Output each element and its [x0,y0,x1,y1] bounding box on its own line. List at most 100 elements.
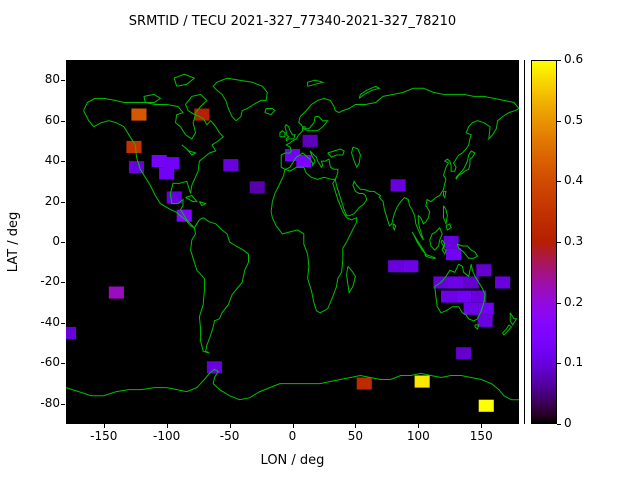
x-tick-mark [229,424,231,428]
coastline-path [424,253,437,259]
colorbar-tick-label: 0.1 [564,355,584,370]
coastline-path [212,77,268,122]
colorbar-tick-label: 0.3 [564,234,584,248]
heatmap-cell [478,399,494,412]
coastline-path [445,223,452,231]
y-tick-label: -40 [40,314,60,329]
colorbar-tick-mark [557,242,561,243]
y-tick-label: 60 [44,112,60,127]
coastline-path [443,205,448,226]
heatmap-cell [471,290,487,303]
x-tick-mark [292,424,294,428]
heatmap-cell [249,181,265,194]
heatmap-cell [126,140,142,153]
coastline-path [455,150,476,180]
coastline-path [190,217,249,354]
y-tick-mark [61,80,65,82]
coastline-path [474,324,480,330]
coastline-path [351,146,361,169]
coastline-path [411,231,427,255]
coastline-path [440,239,447,256]
y-tick-mark [61,201,65,203]
y-tick-mark [61,161,65,163]
coastline-path [456,243,479,259]
y-tick-label: 20 [44,193,60,208]
x-tick-label: 150 [469,429,493,443]
colorbar-tick-mark [557,363,561,365]
colorbar-tick-mark [557,120,561,122]
colorbar-tick-label: 0.4 [564,173,584,188]
coastline-path [83,97,225,229]
coastline-path [509,312,518,326]
y-tick-mark [61,120,65,122]
heatmap-cell [390,179,406,192]
colorbar-tick-mark [557,181,561,183]
x-tick-mark [481,424,483,428]
coastline-path [358,85,381,99]
coastline-path [284,123,296,142]
colorbar-separator-line [524,60,525,424]
x-tick-label: 50 [347,429,364,443]
heatmap-cell [414,375,430,388]
heatmap-cell [495,276,511,289]
coastline-path [270,166,358,314]
heatmap-cell [131,108,147,121]
coastline-path [434,263,486,322]
x-tick-mark [103,424,105,428]
heatmap-cell [403,260,419,273]
x-tick-label: 0 [288,429,297,443]
colorbar-tick-label: 0.6 [564,52,584,66]
x-tick-mark [355,424,357,428]
plot-area [61,60,520,424]
heatmap-cell [446,248,462,261]
x-tick-mark [418,424,420,428]
colorbar-tick-label: 0.2 [564,294,584,309]
y-tick-label: -80 [40,395,60,410]
coastline-path [184,93,208,116]
heatmap-cell [206,361,222,374]
coastline-path [143,93,162,103]
y-tick-mark [61,403,65,405]
coastline-path [346,265,356,295]
coastline-path [173,73,196,87]
heatmap-cell [443,235,459,248]
colorbar-tick-mark [557,302,561,304]
colorbar-tick-label: 0.5 [564,112,584,127]
coastline-path [501,324,513,336]
colorbar-gradient [532,61,556,423]
y-tick-mark [61,242,65,243]
x-tick-label: 100 [406,429,430,443]
colorbar-tick-mark [557,424,561,425]
heatmap-cell [194,108,210,121]
heatmap-cell [61,326,77,339]
heatmap-cell [108,286,124,299]
x-tick-label: -100 [153,429,181,443]
y-tick-label: 0 [52,234,60,248]
heatmap-cell [164,157,180,170]
heatmap-cell [356,377,372,390]
coastline-path [307,79,325,87]
coastline-path [429,226,443,251]
coastline-path [327,148,345,158]
heatmap-cell [476,264,492,277]
y-tick-mark [61,322,65,324]
coastline-path [280,87,520,241]
heatmap-cell [463,276,479,289]
coastline-path [198,201,207,207]
y-tick-label: -60 [40,355,60,370]
colorbar [531,60,557,424]
y-tick-label: 80 [44,72,60,87]
heatmap-cell [223,159,239,172]
y-tick-mark [61,282,65,284]
heatmap-cell [456,290,472,303]
coastline-path [443,190,447,199]
x-tick-label: -150 [90,429,118,443]
heatmap-cell [456,347,472,360]
heatmap-cell [159,167,175,180]
heatmap-cell [296,155,312,168]
coastline-path [264,108,276,116]
y-tick-label: 40 [44,153,60,168]
coastline-path [185,194,198,203]
x-tick-mark [166,424,168,428]
heatmap-cell [441,290,457,303]
